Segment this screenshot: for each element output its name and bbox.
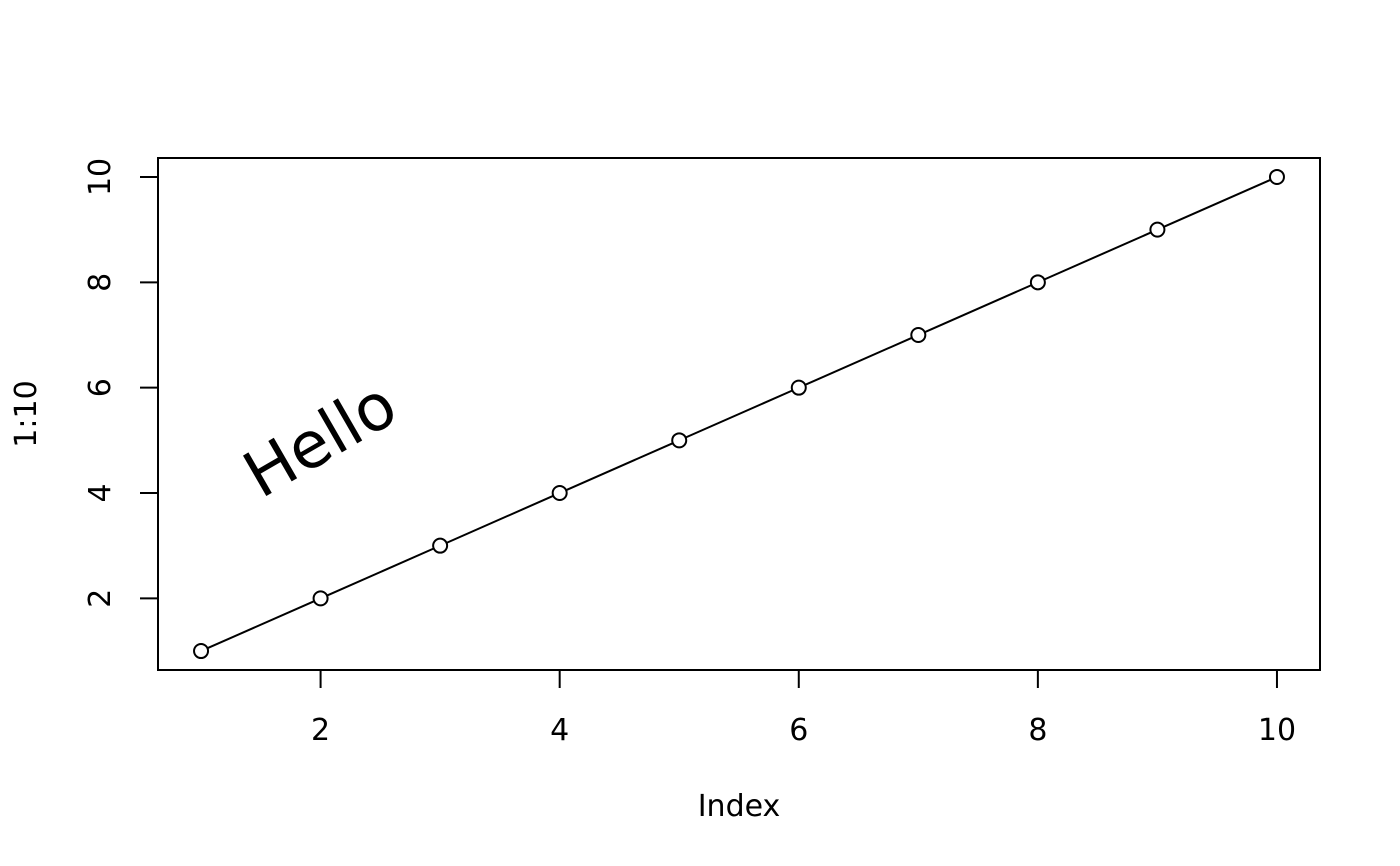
x-tick-label: 8: [1028, 713, 1047, 748]
x-axis-label: Index: [698, 789, 781, 824]
line-segment: [565, 442, 674, 492]
line-segment: [326, 547, 435, 597]
data-point: [193, 643, 210, 660]
data-point: [910, 326, 927, 343]
line-segment: [1163, 178, 1271, 228]
line-segment: [446, 494, 554, 544]
y-tick-label: 2: [83, 589, 118, 608]
data-point: [1029, 274, 1046, 291]
data-point: [671, 432, 688, 449]
x-tick-label: 4: [550, 713, 569, 748]
y-tick-label: 6: [83, 378, 118, 397]
line-segment: [1043, 231, 1152, 281]
y-axis-label: 1:10: [9, 380, 44, 447]
data-point: [551, 485, 568, 502]
line-segment: [685, 389, 793, 439]
data-point: [432, 537, 449, 554]
y-tick-label: 8: [83, 273, 118, 292]
line-segment: [924, 284, 1032, 334]
x-axis-ticks: 2 4 6 8 10: [311, 670, 1296, 748]
x-tick-label: 2: [311, 713, 330, 748]
x-tick-label: 6: [789, 713, 808, 748]
data-point: [1149, 221, 1166, 238]
line-segment: [804, 336, 913, 386]
y-tick-label: 4: [83, 483, 118, 502]
data-point: [1268, 168, 1285, 185]
y-axis-ticks: 2 4 6 8 10: [83, 158, 158, 608]
x-tick-label: 10: [1258, 713, 1296, 748]
line-segment: [207, 600, 315, 650]
y-tick-label: 10: [83, 158, 118, 196]
data-point: [790, 379, 807, 396]
series-1: [193, 168, 1285, 660]
plot-frame: [157, 157, 1321, 671]
data-point: [312, 590, 329, 607]
